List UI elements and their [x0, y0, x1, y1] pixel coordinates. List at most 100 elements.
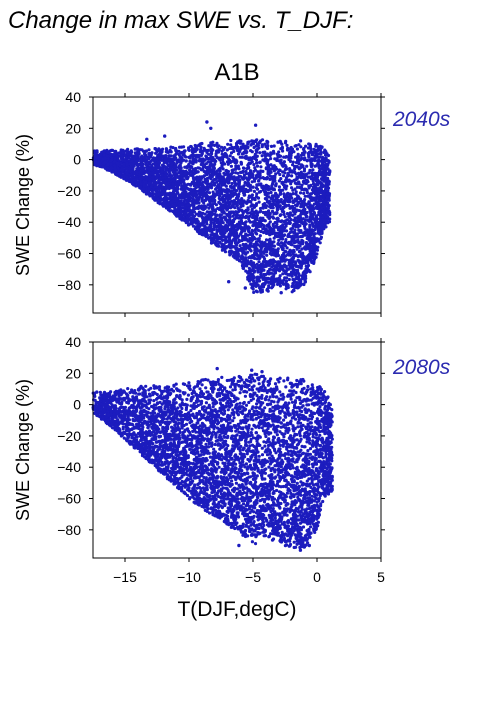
scatter-point	[160, 170, 164, 174]
scatter-point	[326, 189, 330, 193]
scatter-point	[283, 184, 287, 188]
scatter-point	[260, 154, 264, 158]
scatter-point	[184, 159, 188, 163]
scatter-point	[260, 145, 264, 149]
scatter-point	[189, 187, 193, 191]
scatter-point	[171, 146, 175, 150]
scatter-point	[226, 142, 230, 146]
scatter-point	[296, 264, 300, 268]
scatter-point	[235, 255, 239, 259]
scatter-point	[219, 237, 223, 241]
scatter-point	[194, 186, 198, 190]
scatter-point	[265, 253, 269, 257]
scatter-point	[265, 177, 269, 181]
scatter-point	[269, 196, 273, 201]
scatter-point	[326, 206, 330, 210]
scatter-point	[247, 239, 251, 243]
scatter-point	[257, 260, 261, 264]
scatter-point	[223, 193, 227, 197]
scatter-point	[231, 146, 235, 151]
scatter-point	[223, 250, 228, 254]
scatter-point	[283, 259, 287, 263]
scatter-point	[123, 159, 127, 163]
scatter-point	[296, 282, 300, 286]
scatter-point	[249, 143, 253, 147]
scatter-point	[244, 208, 248, 212]
scatter-point	[307, 218, 311, 223]
scatter-point	[290, 169, 294, 173]
scatter-point	[247, 230, 251, 234]
scatter-point	[303, 194, 307, 198]
scatter-point	[298, 220, 302, 224]
scatter-point	[122, 149, 126, 153]
scatter-point	[208, 164, 212, 168]
scatter-point	[253, 152, 257, 156]
scatter-point	[230, 168, 234, 172]
scatter-point	[207, 168, 211, 172]
scatter-point	[290, 174, 294, 178]
scatter-point	[299, 145, 303, 149]
scatter-point	[179, 172, 183, 177]
scatter-point	[257, 267, 261, 271]
scatter-point	[226, 220, 230, 224]
scatter-point	[181, 196, 185, 200]
scatter-point	[216, 217, 220, 221]
scatter-point	[185, 195, 189, 199]
scatter-point	[184, 184, 188, 188]
scatter-point	[152, 158, 156, 162]
scatter-point	[271, 187, 275, 192]
scatter-point	[305, 243, 309, 247]
scatter-point	[324, 162, 328, 166]
scatter-point	[175, 208, 179, 212]
scatter-point	[250, 174, 255, 178]
scatter-point	[308, 205, 312, 209]
scatter-point	[321, 192, 325, 196]
scatter-point	[270, 277, 274, 281]
scatter-point	[198, 157, 203, 161]
scatter-point	[304, 264, 308, 268]
scatter-point	[247, 166, 251, 170]
scatter-point	[314, 171, 318, 176]
scatter-point	[217, 147, 221, 151]
scatter-point	[315, 202, 319, 206]
scatter-point	[299, 202, 303, 206]
scatter-point	[255, 218, 259, 222]
scatter-point	[305, 214, 309, 219]
scatter-point	[225, 229, 229, 233]
scatter-point	[127, 179, 131, 183]
scatter-point	[249, 244, 253, 248]
scatter-point	[202, 174, 206, 179]
scatter-point	[291, 251, 295, 255]
scatter-point	[291, 192, 295, 196]
scatter-point	[214, 177, 218, 181]
scatter-point	[276, 228, 280, 232]
scatter-point	[282, 206, 286, 210]
scatter-point	[311, 185, 315, 190]
scatter-point	[319, 203, 323, 207]
scatter-point	[274, 184, 278, 188]
scatter-point	[234, 171, 238, 175]
scatter-point	[278, 274, 282, 278]
scatter-point	[205, 190, 209, 194]
scatter-point	[274, 231, 278, 235]
scatter-point	[188, 159, 192, 164]
scatter-point	[293, 181, 297, 185]
scatter-point	[102, 149, 106, 153]
scatter-point	[109, 155, 113, 159]
scatter-point	[302, 222, 306, 226]
scatter-point	[219, 161, 223, 165]
scatter-point	[232, 185, 236, 189]
scatter-point	[229, 138, 233, 143]
scatter-point	[295, 222, 299, 226]
scatter-point	[292, 218, 296, 222]
scatter-point	[175, 174, 179, 178]
scatter-point	[276, 260, 280, 264]
scatter-point	[160, 150, 164, 154]
scatter-point	[302, 191, 306, 195]
scatter-point	[234, 243, 239, 247]
scatter-point	[265, 223, 269, 228]
scatter-point	[312, 211, 317, 215]
scatter-point	[291, 269, 295, 273]
scatter-point	[258, 160, 262, 165]
scatter-point	[210, 180, 214, 184]
